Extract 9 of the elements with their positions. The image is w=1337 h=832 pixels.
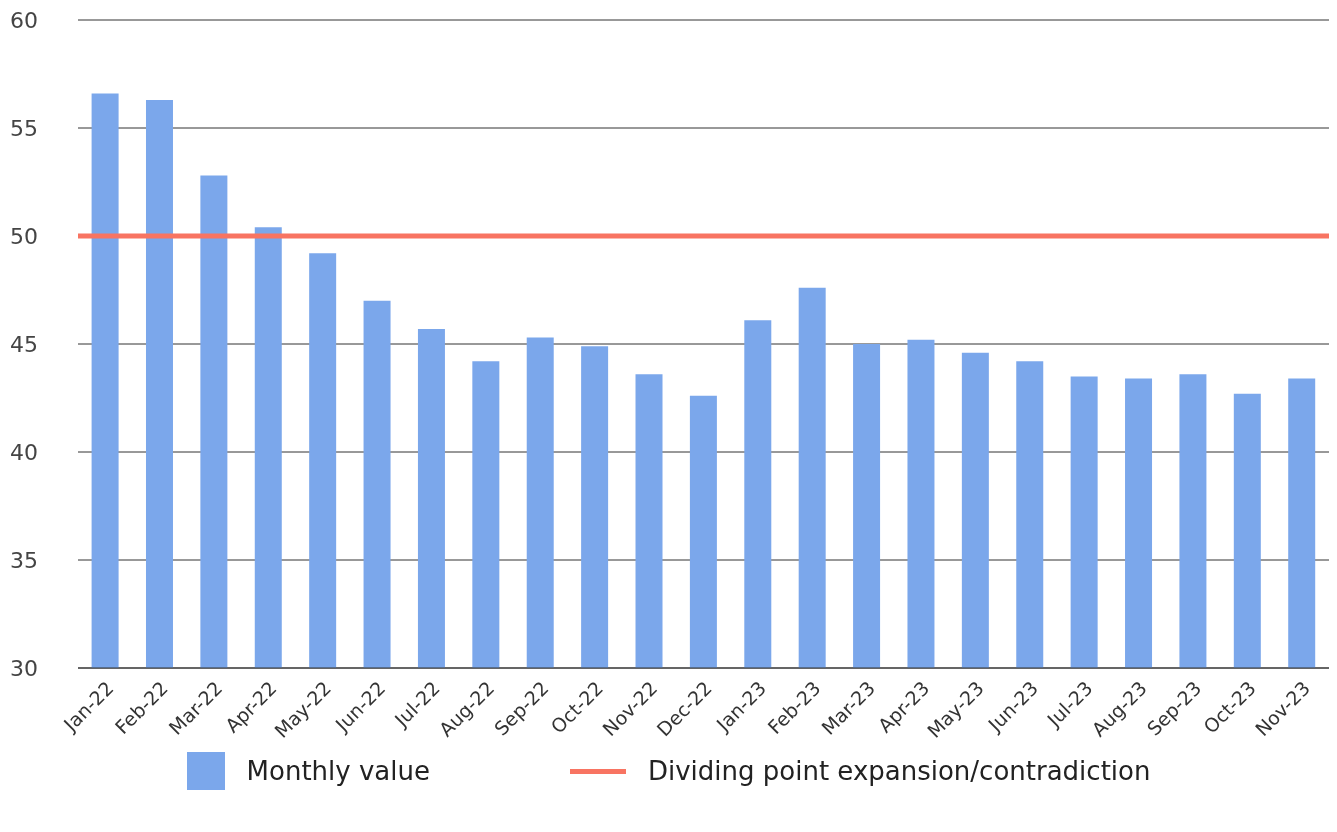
y-tick-label: 45 — [10, 331, 38, 357]
y-tick-label: 55 — [10, 115, 38, 141]
y-tick-label: 30 — [10, 655, 38, 681]
legend-label: Monthly value — [246, 756, 430, 786]
y-tick-label: 40 — [10, 439, 38, 465]
y-tick-label: 50 — [10, 223, 38, 249]
legend-label: Dividing point expansion/contradiction — [647, 756, 1151, 786]
y-tick-label: 35 — [10, 547, 38, 573]
y-tick-label: 60 — [10, 7, 38, 33]
